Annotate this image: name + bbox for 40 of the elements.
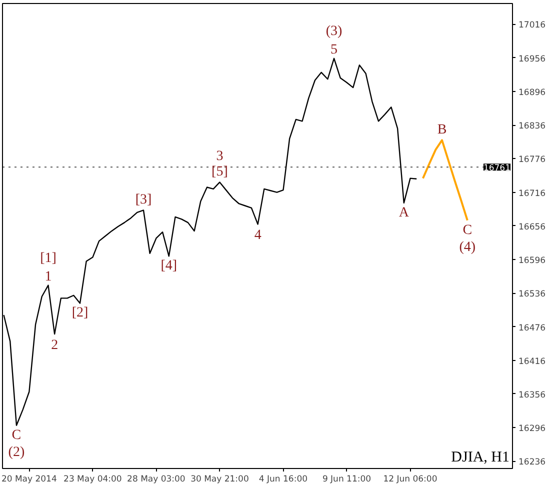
annotation: C [462, 222, 472, 238]
x-tick-label: 30 May 21:00 [190, 474, 249, 484]
annotation: [5] [212, 164, 228, 180]
y-tick-label: 16416 [518, 356, 546, 367]
y-tick-label: 16836 [518, 122, 546, 132]
y-tick-label: 17016 [518, 20, 546, 31]
annotation: A [398, 205, 410, 220]
annotation: [2] [72, 306, 88, 321]
annotation: [1] [40, 250, 56, 266]
y-tick-label: 16356 [518, 390, 546, 400]
annotation: 5 [330, 42, 338, 58]
annotation: [4] [160, 258, 178, 274]
annotation: 4 [254, 228, 262, 244]
y-tick-label: 16236 [518, 458, 546, 468]
annotation: 2 [51, 338, 58, 354]
y-tick-label: 16956 [518, 54, 546, 64]
annotation: [3] [135, 192, 152, 208]
y-tick-label: 16596 [518, 256, 546, 266]
annotation: (4) [459, 240, 476, 255]
x-tick-label: 12 Jun 06:00 [383, 474, 438, 484]
annotation: (2) [8, 444, 25, 460]
y-tick-label: 16656 [518, 222, 546, 232]
y-tick-label: 16776 [518, 155, 546, 166]
annotation: 1 [44, 269, 52, 284]
x-tick-label: 4 Jun 16:00 [258, 474, 308, 484]
annotation: DJIA, H1 [451, 450, 510, 466]
x-tick-label: 9 Jun 11:00 [322, 474, 372, 484]
x-tick-label: 20 May 2014 [1, 474, 57, 484]
annotation: B [437, 122, 447, 138]
x-tick-label: 28 May 03:00 [127, 474, 186, 484]
y-tick-label: 16296 [518, 424, 546, 434]
y-tick-label: 16896 [518, 88, 546, 98]
annotation: C [12, 428, 22, 443]
annotation: 3 [216, 149, 224, 164]
x-tick-label: 23 May 04:00 [64, 474, 122, 484]
y-tick-label: 16536 [518, 290, 546, 300]
line-series [422, 139, 468, 222]
y-tick-label: 16716 [518, 188, 546, 199]
annotation: (3) [326, 24, 343, 39]
y-tick-label: 16476 [518, 323, 546, 334]
